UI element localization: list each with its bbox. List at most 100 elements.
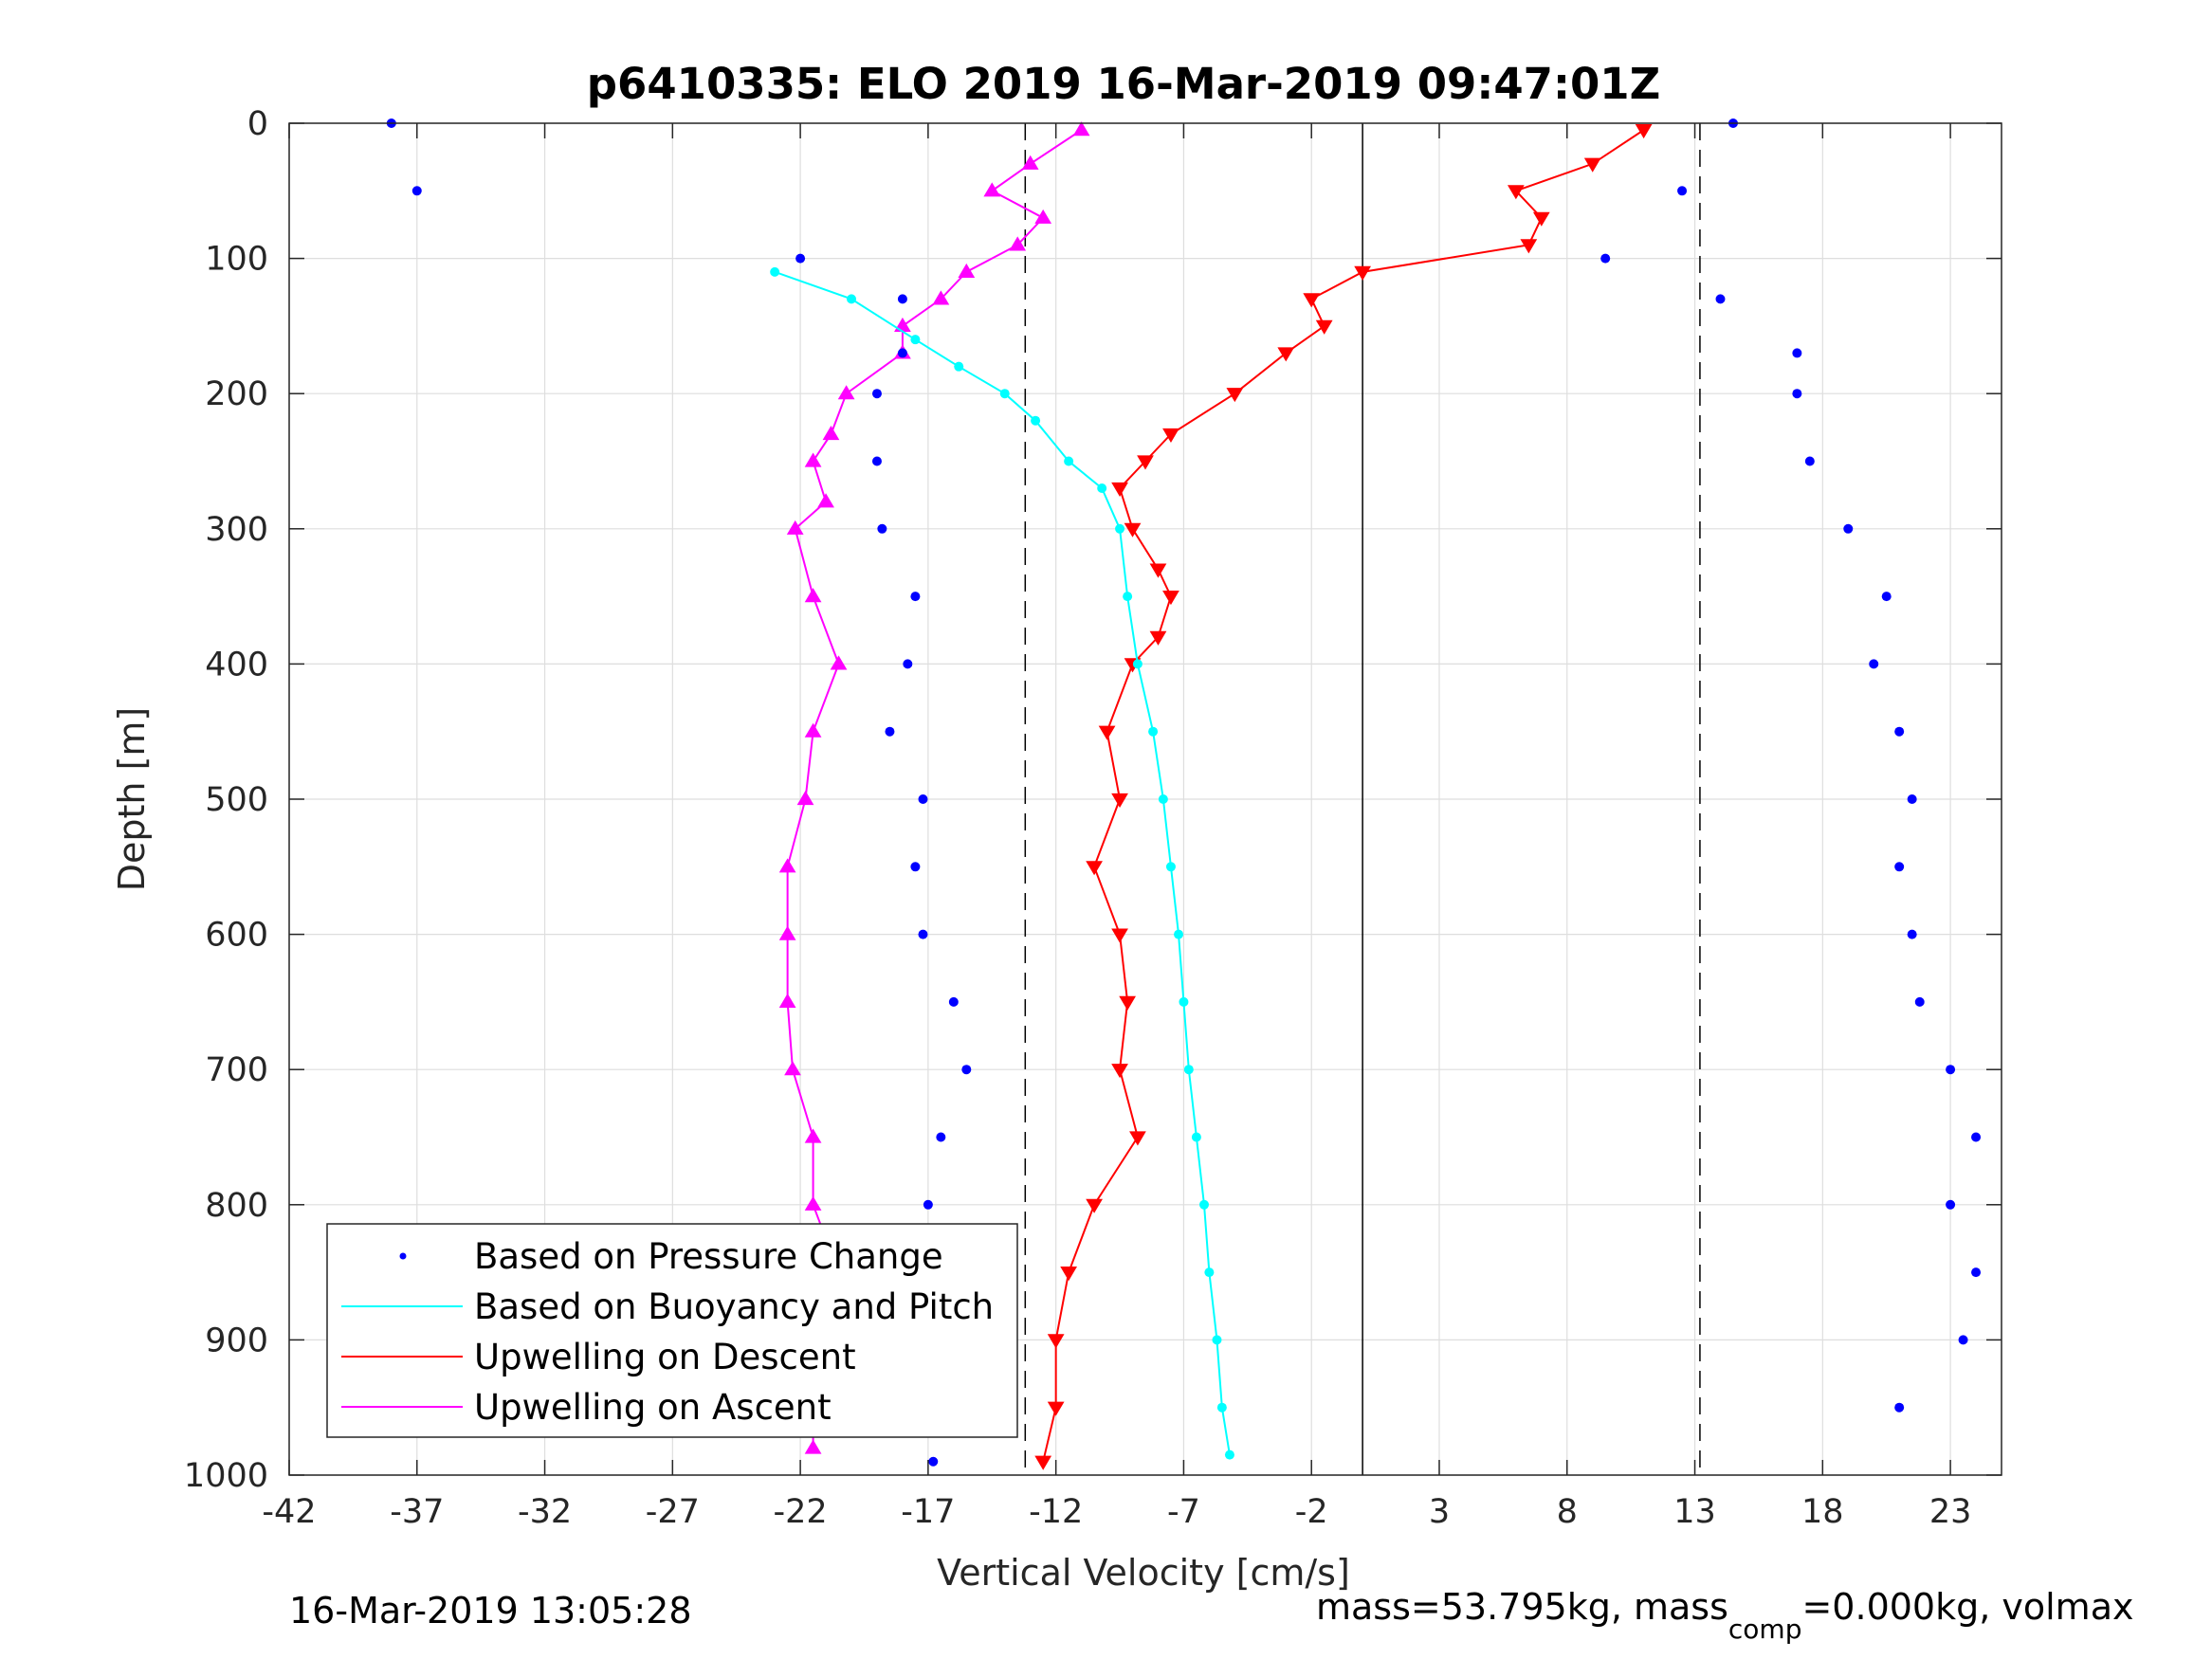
series-descent-point-22 xyxy=(1119,995,1137,1011)
series-pressure-descent-point-11 xyxy=(918,794,928,804)
series-buoyancy-point-4 xyxy=(999,389,1010,399)
series-buoyancy-point-2 xyxy=(910,335,921,345)
series-buoyancy-point-17 xyxy=(1191,1132,1201,1142)
y-tick-label-3: 300 xyxy=(205,511,268,549)
series-descent-point-4 xyxy=(1520,239,1538,254)
series-ascent-point-10 xyxy=(822,425,840,441)
x-tick-label-7: -7 xyxy=(1167,1493,1200,1531)
y-tick-label-9: 900 xyxy=(205,1322,268,1359)
x-axis-ticks: -42 -37 -32 -27 -22 -17 -12 -7 -2 3 8 13 18 23 xyxy=(262,123,1971,1531)
series-buoyancy-point-21 xyxy=(1216,1402,1227,1413)
series-descent-point-28 xyxy=(1047,1401,1065,1416)
series-pressure-descent-point-16 xyxy=(936,1132,946,1142)
series-ascent-point-19 xyxy=(778,925,796,940)
series-descent-point-15 xyxy=(1162,591,1179,606)
series-descent-point-9 xyxy=(1226,388,1244,403)
series-ascent-point-18 xyxy=(778,858,796,873)
series-layer xyxy=(386,118,1982,1470)
series-descent-point-14 xyxy=(1149,563,1167,578)
series-ascent-point-5 xyxy=(958,263,976,278)
series-ascent-point-11 xyxy=(804,452,822,467)
series-ascent-point-21 xyxy=(784,1061,801,1076)
chart-title: p6410335: ELO 2019 16-Mar-2019 09:47:01Z xyxy=(587,59,1660,109)
series-buoyancy-point-15 xyxy=(1179,996,1189,1007)
series-ascent-point-4 xyxy=(1009,236,1027,251)
series-descent-point-16 xyxy=(1149,630,1167,646)
series-ascent-point-15 xyxy=(830,655,848,670)
series-pressure-descent-point-8 xyxy=(910,592,921,602)
series-descent-point-29 xyxy=(1034,1455,1052,1470)
series-descent-point-1 xyxy=(1583,157,1601,173)
x-tick-label-8: -2 xyxy=(1295,1493,1328,1531)
y-tick-label-7: 700 xyxy=(205,1051,268,1089)
series-pressure-descent-point-3 xyxy=(897,294,907,304)
series-descent-point-13 xyxy=(1124,522,1142,538)
series-ascent-line xyxy=(786,129,1083,1449)
series-pressure-ascent-point-14 xyxy=(1914,996,1925,1007)
series-pressure-descent-point-9 xyxy=(903,659,913,669)
series-pressure-ascent-point-19 xyxy=(1958,1335,1968,1345)
series-descent-point-5 xyxy=(1354,265,1371,281)
series-buoyancy-point-18 xyxy=(1198,1199,1209,1210)
series-pressure-descent-point-17 xyxy=(923,1199,933,1210)
series-pressure-ascent-point-9 xyxy=(1869,659,1879,669)
series-pressure-ascent-point-8 xyxy=(1881,592,1892,602)
x-tick-label-13: 23 xyxy=(1929,1493,1972,1531)
series-buoyancy-point-19 xyxy=(1204,1267,1215,1278)
series-descent-point-6 xyxy=(1303,293,1321,308)
series-descent-point-8 xyxy=(1277,347,1295,362)
series-descent-point-12 xyxy=(1111,482,1128,498)
series-pressure-ascent-point-6 xyxy=(1804,456,1815,466)
series-buoyancy-point-13 xyxy=(1165,862,1176,872)
series-buoyancy-point-6 xyxy=(1064,456,1074,466)
series-descent-point-11 xyxy=(1137,455,1154,470)
series-ascent-point-13 xyxy=(786,520,804,535)
series-buoyancy-point-1 xyxy=(847,294,857,304)
series-pressure-descent-point-4 xyxy=(897,348,907,358)
y-tick-label-2: 200 xyxy=(205,375,268,413)
y-tick-label-8: 800 xyxy=(205,1187,268,1225)
series-descent-point-25 xyxy=(1086,1198,1103,1213)
y-axis-ticks: 0 100 200 300 400 500 600 700 800 900 1000 xyxy=(184,105,2002,1495)
series-descent-point-21 xyxy=(1111,928,1128,943)
series-pressure-ascent-point-12 xyxy=(1894,862,1905,872)
y-tick-label-4: 400 xyxy=(205,646,268,684)
series-pressure-ascent-point-10 xyxy=(1894,726,1905,737)
series-ascent-point-22 xyxy=(804,1128,822,1143)
series-pressure-descent-point-12 xyxy=(910,862,921,872)
series-pressure-descent-point-21 xyxy=(928,1456,939,1467)
series-ascent-point-16 xyxy=(804,722,822,738)
series-buoyancy-point-22 xyxy=(1224,1449,1234,1460)
x-tick-label-3: -27 xyxy=(646,1493,700,1531)
series-ascent-point-1 xyxy=(1021,155,1039,170)
series-pressure-descent-point-13 xyxy=(918,929,928,939)
series-pressure-ascent-point-5 xyxy=(1792,389,1802,399)
series-ascent-point-2 xyxy=(983,182,1001,197)
x-axis-label: Vertical Velocity [cm/s] xyxy=(937,1552,1350,1594)
legend-label-pressure: Based on Pressure Change xyxy=(474,1236,943,1277)
series-buoyancy-point-10 xyxy=(1132,659,1143,669)
x-tick-label-9: 3 xyxy=(1429,1493,1450,1531)
series-pressure-ascent-point-11 xyxy=(1907,794,1917,804)
x-tick-label-6: -12 xyxy=(1029,1493,1083,1531)
series-pressure-descent-point-10 xyxy=(885,726,895,737)
series-descent-point-10 xyxy=(1162,428,1179,443)
y-tick-label-0: 0 xyxy=(247,105,268,143)
series-ascent-point-3 xyxy=(1034,209,1052,224)
series-ascent-point-0 xyxy=(1072,121,1090,137)
series-ascent-point-9 xyxy=(837,385,855,400)
legend-label-descent: Upwelling on Descent xyxy=(474,1337,856,1377)
series-descent-point-18 xyxy=(1098,725,1116,740)
series-pressure-ascent-point-1 xyxy=(1677,186,1688,196)
series-descent-point-27 xyxy=(1047,1334,1065,1349)
series-pressure-ascent-point-18 xyxy=(1971,1267,1982,1278)
legend-label-buoyancy: Based on Buoyancy and Pitch xyxy=(474,1286,994,1327)
series-pressure-ascent-point-17 xyxy=(1946,1199,1956,1210)
series-pressure-ascent-point-2 xyxy=(1600,253,1611,264)
footer-mass-info: mass=53.795kg, masscomp=0.000kg, volmax xyxy=(1316,1586,2133,1645)
series-buoyancy-point-5 xyxy=(1031,415,1041,426)
series-ascent-point-6 xyxy=(932,290,950,305)
legend-label-ascent: Upwelling on Ascent xyxy=(474,1387,832,1428)
x-tick-label-12: 18 xyxy=(1801,1493,1844,1531)
series-pressure-descent-point-15 xyxy=(961,1065,972,1075)
